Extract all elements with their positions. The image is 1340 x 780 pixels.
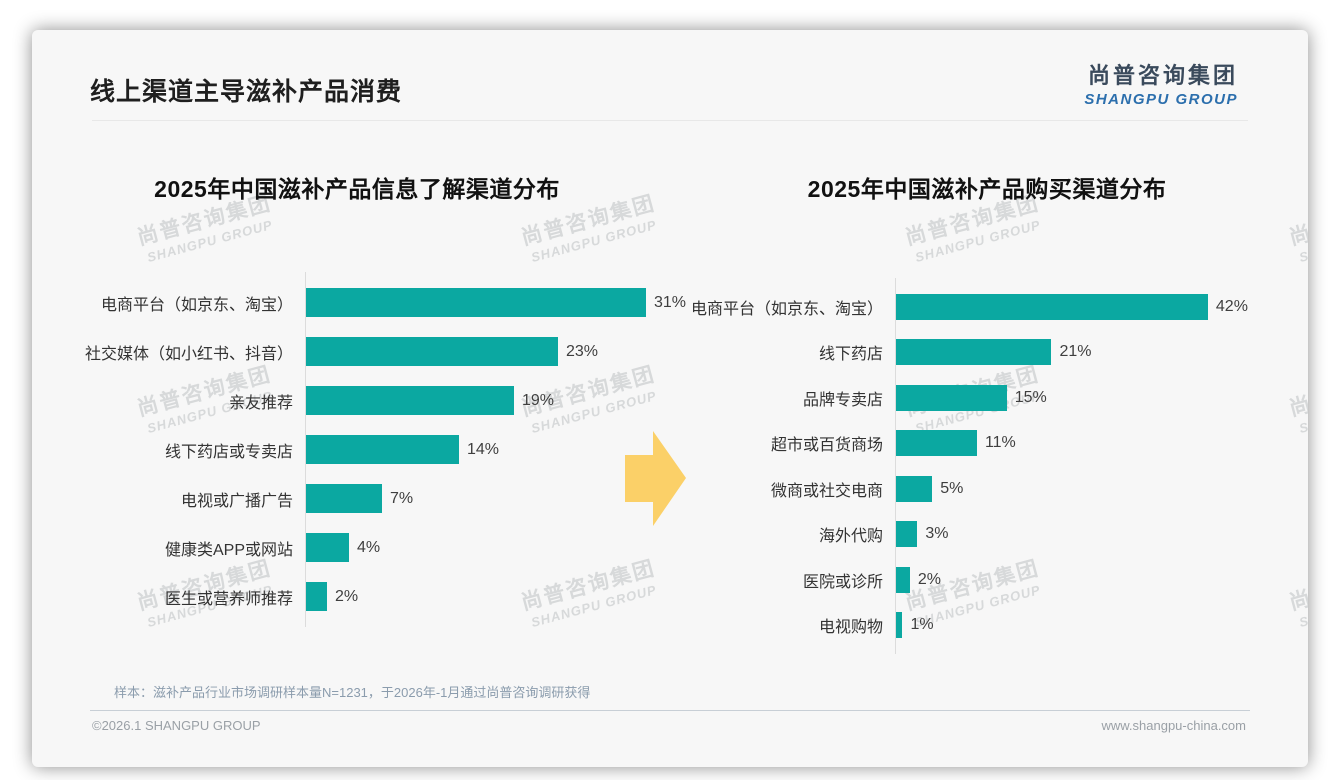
value-label: 5% xyxy=(940,479,964,497)
bar xyxy=(305,582,327,611)
bar-row: 电视购物 1% xyxy=(682,603,1282,649)
category-label: 线下药店或专卖店 xyxy=(164,443,293,461)
value-label: 4% xyxy=(357,538,381,556)
watermark-en-text: SHANGPU GROUP xyxy=(1297,388,1308,436)
value-label: 11% xyxy=(984,434,1016,452)
category-label: 海外代购 xyxy=(818,528,883,546)
right-chart-title: 2025年中国滋补产品购买渠道分布 xyxy=(807,176,1167,202)
value-label: 19% xyxy=(522,391,555,409)
bar-row: 电商平台（如京东、淘宝） 31% xyxy=(62,278,722,327)
category-label: 品牌专卖店 xyxy=(802,391,883,409)
watermark-en-text: SHANGPU GROUP xyxy=(1297,582,1308,630)
header-divider xyxy=(92,120,1248,121)
watermark-cn-text: 尚普咨询集团 xyxy=(1286,191,1308,250)
website-text: www.shangpu-china.com xyxy=(1101,718,1246,733)
category-label: 线下药店 xyxy=(818,346,883,364)
bar xyxy=(895,475,933,502)
value-label: 2% xyxy=(917,570,942,588)
bar-row: 电商平台（如京东、淘宝） 42% xyxy=(682,284,1282,330)
category-label: 电商平台（如京东、淘宝） xyxy=(100,296,293,314)
value-label: 1% xyxy=(910,616,934,634)
bar-row: 微商或社交电商 5% xyxy=(682,466,1282,512)
value-label: 21% xyxy=(1059,343,1092,361)
category-label: 电商平台（如京东、淘宝） xyxy=(690,300,883,318)
bar-row: 医生或营养师推荐 2% xyxy=(62,572,722,621)
bar-row: 医院或诊所 2% xyxy=(682,557,1282,603)
slide: 尚普咨询集团 SHANGPU GROUP 尚普咨询集团 SHANGPU GROUP 尚普… xyxy=(32,30,1308,767)
bar-row: 亲友推荐 19% xyxy=(62,376,722,425)
page-title: 线上渠道主导滋补产品消费 xyxy=(90,78,403,106)
bar-row: 电视或广播广告 7% xyxy=(62,474,722,523)
right-chart-axis-line xyxy=(895,278,896,654)
bar-row: 线下药店 21% xyxy=(682,330,1282,376)
bar-row: 超市或百货商场 11% xyxy=(682,421,1282,467)
bar xyxy=(305,288,646,317)
bar xyxy=(895,293,1208,320)
value-label: 7% xyxy=(390,489,414,507)
category-label: 医院或诊所 xyxy=(802,573,883,591)
value-label: 31% xyxy=(654,293,687,311)
bar xyxy=(895,612,903,639)
category-label: 亲友推荐 xyxy=(228,394,293,412)
watermark-en-text: SHANGPU GROUP xyxy=(913,217,1043,265)
logo-cn-text: 尚普咨询集团 xyxy=(1087,63,1238,88)
value-label: 15% xyxy=(1014,388,1047,406)
right-arrow-icon xyxy=(625,431,686,526)
bar xyxy=(305,484,382,513)
left-chart-axis-line xyxy=(305,272,306,627)
category-label: 医生或营养师推荐 xyxy=(164,590,293,608)
copyright-text: ©2026.1 SHANGPU GROUP xyxy=(92,718,261,733)
left-chart: 电商平台（如京东、淘宝） 31% 社交媒体（如小红书、抖音） 23% 亲友推荐 19% 线下… xyxy=(62,272,722,627)
bar xyxy=(305,386,514,415)
category-label: 微商或社交电商 xyxy=(770,482,883,500)
category-label: 超市或百货商场 xyxy=(770,437,883,455)
logo: 尚普咨询集团 SHANGPU GROUP xyxy=(1084,58,1238,108)
bar-row: 品牌专卖店 15% xyxy=(682,375,1282,421)
category-label: 社交媒体（如小红书、抖音） xyxy=(84,345,293,363)
bar xyxy=(305,533,349,562)
category-label: 电视或广播广告 xyxy=(180,492,293,510)
bar-row: 健康类APP或网站 4% xyxy=(62,523,722,572)
bar-row: 社交媒体（如小红书、抖音） 23% xyxy=(62,327,722,376)
category-label: 电视购物 xyxy=(818,619,883,637)
category-label: 健康类APP或网站 xyxy=(164,541,293,559)
bar xyxy=(305,337,558,366)
value-label: 2% xyxy=(335,587,359,605)
watermark-en-text: SHANGPU GROUP xyxy=(529,217,659,265)
value-label: 3% xyxy=(925,525,949,543)
watermark-en-text: SHANGPU GROUP xyxy=(145,217,275,265)
bar xyxy=(895,384,1007,411)
value-label: 23% xyxy=(566,342,599,360)
footer-divider xyxy=(90,710,1250,711)
watermark-en-text: SHANGPU GROUP xyxy=(1297,217,1308,265)
value-label: 42% xyxy=(1215,297,1248,315)
right-chart: 电商平台（如京东、淘宝） 42% 线下药店 21% 品牌专卖店 15% 超市或百货商场 11%… xyxy=(682,278,1282,654)
watermark-cn-text: 尚普咨询集团 xyxy=(1286,362,1308,421)
bar xyxy=(895,566,910,593)
bar-row: 海外代购 3% xyxy=(682,512,1282,558)
bar xyxy=(895,339,1052,366)
bar-row: 线下药店或专卖店 14% xyxy=(62,425,722,474)
bar xyxy=(305,435,459,464)
logo-en-text: SHANGPU GROUP xyxy=(1084,91,1238,108)
watermark-cn-text: 尚普咨询集团 xyxy=(1286,556,1308,615)
sample-note: 样本：滋补产品行业市场调研样本量N=1231，于2026年-1月通过尚普咨询调研… xyxy=(114,685,591,700)
left-chart-title: 2025年中国滋补产品信息了解渠道分布 xyxy=(154,176,560,202)
value-label: 14% xyxy=(467,440,500,458)
bar xyxy=(895,430,977,457)
bar xyxy=(895,521,918,548)
